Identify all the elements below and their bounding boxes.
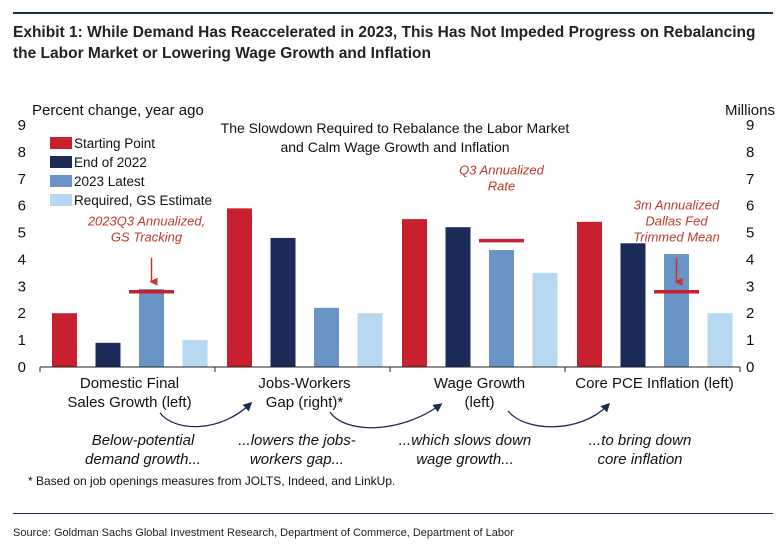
y-tick-left: 6 [18, 198, 26, 215]
legend-label: 2023 Latest [74, 174, 145, 189]
y-tick-right: 9 [746, 117, 754, 134]
legend-label: Required, GS Estimate [74, 193, 212, 208]
category-label: Core PCE Inflation (left) [575, 375, 733, 392]
legend-swatch [50, 175, 72, 187]
footnote: * Based on job openings measures from JO… [28, 474, 396, 488]
exhibit-title: Exhibit 1: While Demand Has Reaccelerate… [13, 24, 756, 62]
y-tick-left: 4 [18, 251, 26, 268]
flow-arrow [507, 402, 611, 428]
y-tick-left: 3 [18, 278, 26, 295]
flow-caption-line: ...which slows down [399, 432, 532, 449]
flow-caption-line: ...to bring down [589, 432, 692, 449]
annotation-label: 2023Q3 Annualized, [87, 214, 205, 229]
legend-label: Starting Point [74, 136, 155, 151]
category-label: Sales Growth (left) [67, 394, 191, 411]
chart-title-line: The Slowdown Required to Rebalance the L… [221, 120, 570, 136]
y-tick-right: 7 [746, 171, 754, 188]
top-rule [13, 12, 773, 14]
y-tick-right: 0 [746, 359, 754, 376]
annotation-label: Rate [488, 179, 515, 194]
flow-caption-line: core inflation [597, 451, 682, 468]
bar [314, 307, 339, 367]
legend-swatch [50, 137, 72, 149]
y-tick-left: 9 [18, 117, 26, 134]
flow-caption-line: wage growth... [416, 451, 514, 468]
bar [532, 272, 558, 367]
bar [445, 227, 471, 367]
bar [489, 250, 514, 367]
annotation-label: GS Tracking [111, 230, 183, 245]
flow-caption-line: demand growth... [85, 451, 201, 468]
bar [52, 313, 77, 367]
flow-caption-line: ...lowers the jobs- [238, 432, 356, 449]
legend-label: End of 2022 [74, 155, 147, 170]
y-tick-left: 5 [18, 225, 26, 242]
y-tick-left: 2 [18, 305, 26, 322]
flow-caption-line: Below-potential [92, 432, 195, 449]
category-label: Domestic Final [80, 375, 179, 392]
annotation-label: Dallas Fed [645, 214, 708, 229]
legend-swatch [50, 194, 72, 206]
category-label: (left) [465, 394, 495, 411]
annotation-label: Trimmed Mean [633, 230, 719, 245]
bottom-rule [13, 513, 773, 514]
y-axis-right-label: Millions [725, 102, 775, 119]
bar [402, 219, 427, 367]
y-tick-right: 8 [746, 144, 754, 161]
y-axis-left-label: Percent change, year ago [32, 102, 204, 119]
bar [182, 340, 208, 367]
bar [357, 313, 383, 367]
y-tick-right: 2 [746, 305, 754, 322]
y-tick-left: 8 [18, 144, 26, 161]
y-tick-left: 1 [18, 332, 26, 349]
bar [620, 243, 646, 367]
category-label: Wage Growth [434, 375, 525, 392]
y-tick-right: 5 [746, 225, 754, 242]
y-tick-right: 3 [746, 278, 754, 295]
flow-arrow [159, 401, 253, 428]
category-label: Gap (right)* [266, 394, 344, 411]
chart-title-line: and Calm Wage Growth and Inflation [280, 139, 509, 155]
y-tick-left: 7 [18, 171, 26, 188]
bar [139, 289, 164, 367]
category-label: Jobs-Workers [258, 375, 350, 392]
bar [577, 221, 602, 367]
bar [707, 313, 733, 367]
annotation-label: 3m Annualized [634, 198, 720, 213]
bar [95, 342, 121, 367]
y-tick-left: 0 [18, 359, 26, 376]
bar [270, 237, 296, 367]
legend-swatch [50, 156, 72, 168]
y-tick-right: 4 [746, 251, 754, 268]
flow-arrow [329, 403, 443, 429]
flow-caption-line: workers gap... [250, 451, 344, 468]
y-tick-right: 6 [746, 198, 754, 215]
annotation-label: Q3 Annualized [459, 163, 545, 178]
y-tick-right: 1 [746, 332, 754, 349]
bar [227, 208, 252, 367]
source-note: Source: Goldman Sachs Global Investment … [13, 527, 514, 539]
